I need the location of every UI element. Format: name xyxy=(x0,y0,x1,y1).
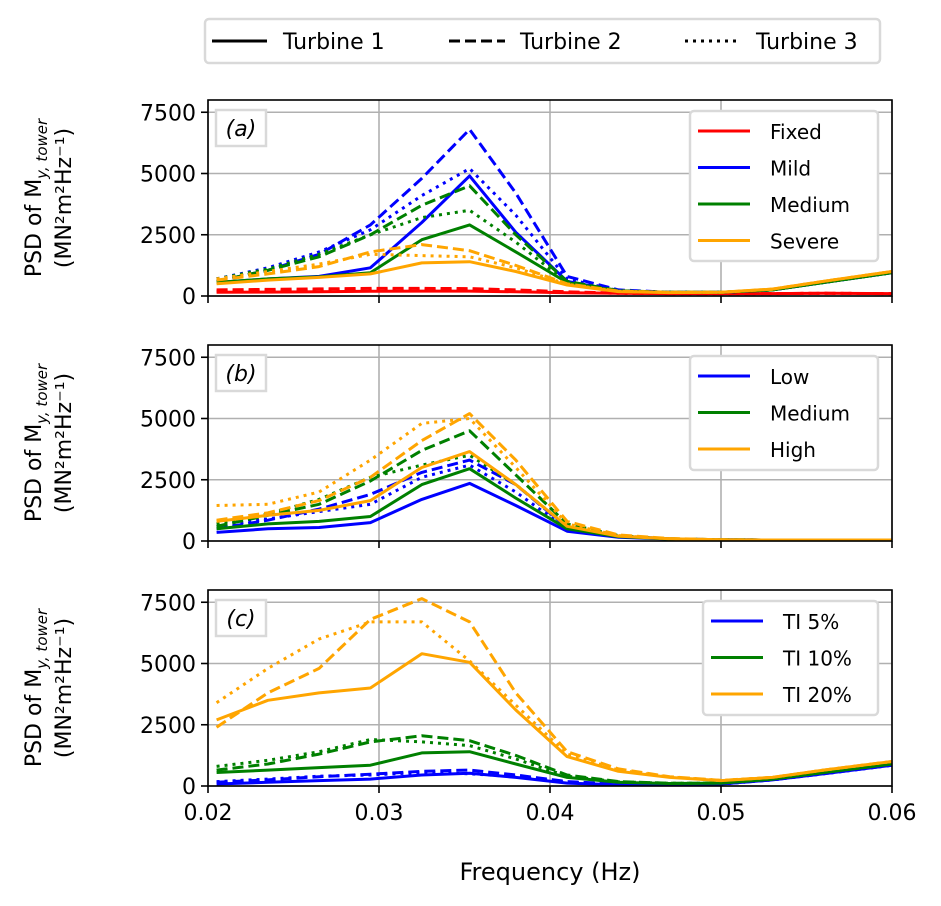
panel-b-label: (b) xyxy=(225,362,256,387)
panel-c-y-axis-label-line1: PSD of My, tower xyxy=(22,608,51,767)
panel-c-y-axis-label-subscript: y, tower xyxy=(33,608,51,670)
panel-b-y-tick-label: 5000 xyxy=(140,408,196,433)
panel-a-y-axis-label-line1: PSD of My, tower xyxy=(22,118,51,277)
panel-a-label: (a) xyxy=(226,117,257,142)
turbine-1-legend-label: Turbine 1 xyxy=(282,30,385,55)
panel-b-y-axis-label: PSD of My, tower (MN²m²Hz⁻¹) xyxy=(22,363,77,522)
panel-b-line-high-turbine2 xyxy=(216,412,892,541)
turbine-legend: Turbine 1 Turbine 2 Turbine 3 xyxy=(203,17,882,65)
panel-a-line-medium-turbine3 xyxy=(216,208,892,294)
panel-c-y-axis-label: PSD of My, tower (MN²m²Hz⁻¹) xyxy=(22,608,77,767)
panel-c-legend-frame xyxy=(701,599,880,717)
panel-a-y-axis-label: PSD of My, tower (MN²m²Hz⁻¹) xyxy=(22,118,77,277)
panel-c-legend-label-ti-10: TI 10% xyxy=(782,647,852,671)
panel-c-x-tick-label: 0.02 xyxy=(184,801,233,826)
panel-b-y-axis-label-line2: (MN²m²Hz⁻¹) xyxy=(52,373,77,513)
panel-c-x-tick-label: 0.05 xyxy=(697,801,746,826)
panel-c-legend-label-ti-20: TI 20% xyxy=(782,683,852,707)
panel-c-y-axis-label-main: PSD of M xyxy=(22,669,47,767)
panel-c-y-axis-label-line2: (MN²m²Hz⁻¹) xyxy=(52,618,77,758)
panel-c-line-ti-20-turbine3 xyxy=(215,620,892,782)
panel-b-y-axis-label-main: PSD of M xyxy=(22,424,47,522)
panel-a-y-tick-label: 0 xyxy=(182,285,196,310)
panel-b-y-tick-label: 0 xyxy=(182,530,196,555)
panel-a-line-medium-turbine2 xyxy=(216,184,892,294)
panel-a-line-severe-turbine3 xyxy=(216,252,892,294)
panel-a-legend-frame xyxy=(688,109,880,263)
panel-c-label-box xyxy=(214,598,268,638)
panel-c-y-tick-label: 2500 xyxy=(140,714,196,739)
panel-b-legend: Low Medium High xyxy=(688,354,880,472)
panel-b: 0 2500 5000 7500 (b) PSD of My, tower (MN²m²Hz… xyxy=(22,344,893,555)
panel-b-y-axis-label-subscript: y, tower xyxy=(33,363,51,425)
panel-b-legend-label-low: Low xyxy=(770,365,809,389)
panel-b-line-medium-turbine2 xyxy=(216,429,892,541)
panel-a: 0 2500 5000 7500 (a) PSD of My, tower (MN²m²Hz… xyxy=(22,99,893,310)
x-axis-label: Frequency (Hz) xyxy=(460,858,641,886)
panel-a-legend-label-mild: Mild xyxy=(770,157,811,181)
panel-b-line-high-turbine3 xyxy=(216,417,892,541)
panel-a-y-tick-label: 7500 xyxy=(140,101,196,126)
panel-a-y-axis-label-subscript: y, tower xyxy=(33,118,51,180)
panel-c-line-ti-10-turbine3 xyxy=(216,738,892,785)
panel-c-label: (c) xyxy=(226,607,255,632)
panel-c-line-ti-20-turbine2 xyxy=(215,597,892,782)
panel-a-series xyxy=(216,127,892,296)
panel-c-line-ti-10-turbine2 xyxy=(216,734,892,785)
panel-b-y-axis-label-line1: PSD of My, tower xyxy=(22,363,51,522)
panel-c-series xyxy=(215,597,892,786)
turbine-2-legend-label: Turbine 2 xyxy=(519,30,622,55)
panel-a-y-axis-label-main: PSD of M xyxy=(22,179,47,277)
panel-b-series xyxy=(216,412,892,541)
turbine-3-legend-label: Turbine 3 xyxy=(755,30,858,55)
panel-a-label-box xyxy=(214,108,268,148)
panel-a-legend-label-severe: Severe xyxy=(770,230,839,254)
panel-a-legend-label-fixed: Fixed xyxy=(770,120,822,144)
panel-a-y-tick-label: 2500 xyxy=(140,224,196,249)
panel-c-x-tick-label: 0.04 xyxy=(526,801,575,826)
panel-a-legend-label-medium: Medium xyxy=(770,193,850,217)
panel-c-legend-label-ti-5: TI 5% xyxy=(782,610,839,634)
panel-b-y-tick-label: 7500 xyxy=(140,346,196,371)
panel-b-y-tick-label: 2500 xyxy=(140,469,196,494)
panel-c: 0 2500 5000 7500 0.02 0.03 0.04 0.05 0.06 (c) PSD … xyxy=(22,589,917,826)
panel-c-legend: TI 5% TI 10% TI 20% xyxy=(701,599,880,717)
panel-c-x-tick-label: 0.06 xyxy=(868,801,917,826)
panel-c-y-tick-label: 5000 xyxy=(140,653,196,678)
panel-a-y-tick-label: 5000 xyxy=(140,163,196,188)
panel-a-y-axis-label-line2: (MN²m²Hz⁻¹) xyxy=(52,128,77,268)
panel-c-y-tick-label: 7500 xyxy=(140,591,196,616)
panel-b-legend-frame xyxy=(688,354,880,472)
panel-c-line-ti-10-turbine1 xyxy=(216,750,892,785)
panel-a-line-severe-turbine2 xyxy=(216,243,892,294)
panel-b-legend-label-medium: Medium xyxy=(770,402,850,426)
panel-a-line-fixed-turbine2 xyxy=(216,286,892,296)
panel-a-legend: Fixed Mild Medium Severe xyxy=(688,109,880,263)
panel-c-x-tick-label: 0.03 xyxy=(355,801,404,826)
panel-b-legend-label-high: High xyxy=(770,438,816,462)
panel-b-label-box xyxy=(214,353,268,393)
panel-c-y-tick-label: 0 xyxy=(182,775,196,800)
turbine-legend-frame xyxy=(203,17,882,65)
